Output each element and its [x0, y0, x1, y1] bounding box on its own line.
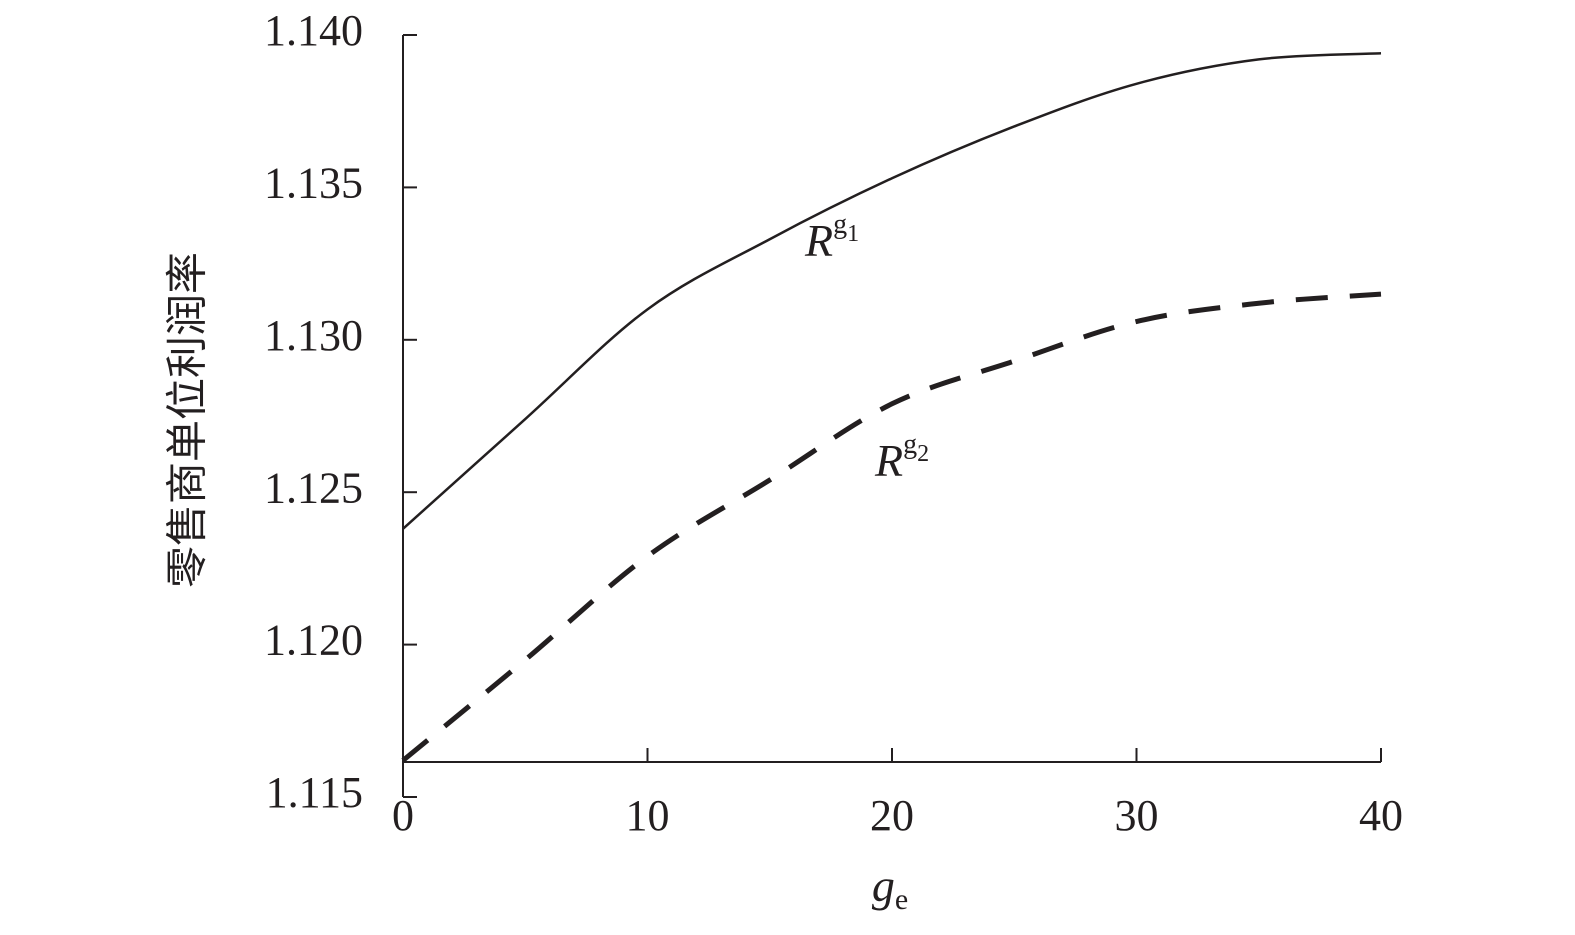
- x-axis-title-main: g: [872, 860, 895, 911]
- y-tick-label: 1.130: [264, 311, 363, 360]
- x-axis-title-sub: e: [895, 883, 908, 916]
- x-axis-title: ge: [872, 860, 908, 916]
- line: [402, 52, 1382, 530]
- series-label: Rg1: [804, 209, 859, 265]
- y-tick-label: 1.120: [264, 616, 363, 665]
- x-tick-label: 30: [1115, 791, 1159, 840]
- series-label-sup: g: [903, 429, 917, 460]
- series-label-sub: 1: [847, 221, 859, 247]
- series-label-sup: g: [833, 209, 847, 240]
- line: [401, 291, 1382, 763]
- y-tick-label: 1.135: [264, 158, 363, 207]
- y-axis-title: 零售商单位利润率: [163, 252, 212, 588]
- series-label-main: R: [804, 215, 833, 266]
- x-tick-label: 40: [1359, 791, 1403, 840]
- y-tick-label: 1.115: [266, 768, 363, 817]
- y-tick-label: 1.140: [264, 6, 363, 55]
- series-label-sub: 2: [917, 441, 929, 467]
- x-tick-label: 10: [626, 791, 670, 840]
- x-tick-label: 0: [392, 791, 414, 840]
- y-tick-label: 1.125: [264, 463, 363, 512]
- x-tick-label: 20: [870, 791, 914, 840]
- series-label-main: R: [874, 435, 903, 486]
- series-label: Rg2: [874, 429, 929, 485]
